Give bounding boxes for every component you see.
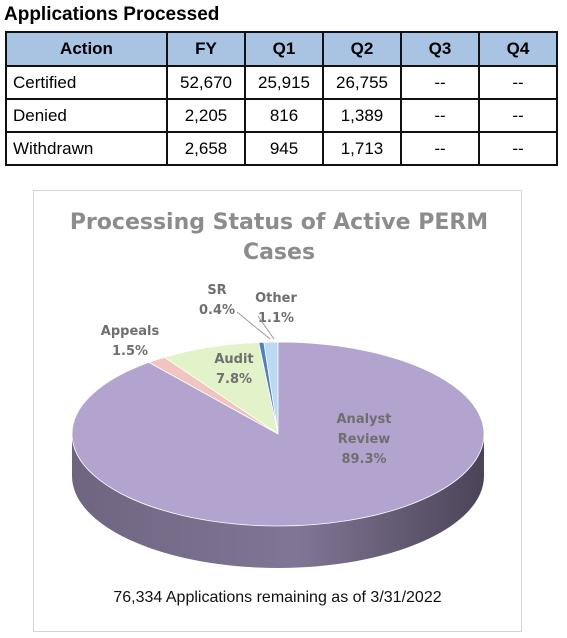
- value-cell: 1,713: [322, 131, 402, 166]
- value-cell: 26,755: [322, 65, 402, 100]
- table-header-row: Action FY Q1 Q2 Q3 Q4: [5, 31, 558, 67]
- applications-table: Action FY Q1 Q2 Q3 Q4 Certified 52,670 2…: [5, 31, 558, 166]
- value-cell: 945: [244, 131, 324, 166]
- value-cell: 2,658: [166, 131, 246, 166]
- value-cell: 25,915: [244, 65, 324, 100]
- value-cell: 52,670: [166, 65, 246, 100]
- pie-value-analyst-review: 89.3%: [341, 452, 386, 467]
- pie-slice-audit: [163, 341, 279, 435]
- header-cell: FY: [166, 31, 246, 67]
- header-cell: Q3: [400, 31, 480, 67]
- pie-label-appeals: Appeals: [101, 324, 160, 339]
- pie-label-analyst-review: Analyst: [337, 412, 392, 427]
- table-row: Withdrawn 2,658 945 1,713 -- --: [5, 131, 558, 166]
- chart-title-line-2: Cases: [243, 240, 315, 265]
- value-cell: 1,389: [322, 98, 402, 133]
- pie-label-analyst-review: Review: [338, 432, 391, 447]
- header-cell: Q2: [322, 31, 402, 67]
- value-cell: --: [478, 98, 558, 133]
- header-cell: Q1: [244, 31, 324, 67]
- pie-label-audit: Audit: [214, 352, 253, 367]
- leader-line-other: [257, 315, 275, 340]
- pie-value-appeals: 1.5%: [112, 344, 148, 359]
- header-cell: Action: [5, 31, 168, 67]
- pie-label-other: Other: [255, 291, 297, 306]
- action-cell: Certified: [5, 65, 168, 100]
- table-row: Certified 52,670 25,915 26,755 -- --: [5, 65, 558, 100]
- pie-value-sr: 0.4%: [199, 303, 235, 318]
- action-cell: Withdrawn: [5, 131, 168, 166]
- pie-slice-side: [72, 434, 484, 568]
- pie-slice-analyst-review: [71, 341, 485, 527]
- pie-chart-panel: Processing Status of Active PERM Cases A…: [33, 190, 522, 632]
- value-cell: --: [400, 98, 480, 133]
- value-cell: 816: [244, 98, 324, 133]
- value-cell: --: [400, 65, 480, 100]
- table-row: Denied 2,205 816 1,389 -- --: [5, 98, 558, 133]
- pie-value-audit: 7.8%: [216, 372, 252, 387]
- chart-footnote: 76,334 Applications remaining as of 3/31…: [113, 589, 442, 606]
- value-cell: --: [400, 131, 480, 166]
- pie-label-sr: SR: [207, 283, 226, 298]
- pie-value-other: 1.1%: [258, 311, 294, 326]
- value-cell: --: [478, 131, 558, 166]
- table-title: Applications Processed: [4, 4, 220, 25]
- chart-title-line-1: Processing Status of Active PERM: [70, 210, 488, 235]
- header-cell: Q4: [478, 31, 558, 67]
- action-cell: Denied: [5, 98, 168, 133]
- leader-line-sr: [236, 311, 271, 340]
- value-cell: --: [478, 65, 558, 100]
- value-cell: 2,205: [166, 98, 246, 133]
- pie-chart: Processing Status of Active PERM Cases A…: [70, 210, 488, 568]
